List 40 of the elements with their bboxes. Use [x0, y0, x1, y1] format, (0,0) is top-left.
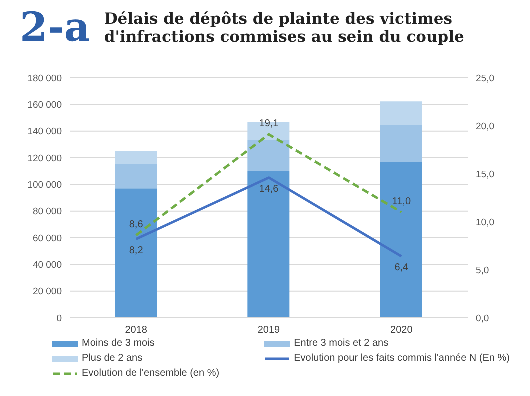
x-tick-label: 2018 [125, 325, 148, 336]
data-label: 14,6 [259, 184, 280, 195]
legend-label: Evolution pour les faits commis l'année N (En %) [294, 353, 510, 364]
y2-tick-label: 0,0 [476, 313, 490, 324]
y2-tick-label: 25,0 [476, 73, 494, 84]
data-label: 19,1 [259, 118, 280, 130]
y-tick-label: 40 000 [32, 260, 62, 272]
data-label: 11,0 [392, 196, 412, 208]
legend-label: Plus de 2 ans [82, 353, 143, 364]
data-label: 8,6 [129, 219, 144, 230]
legend-label: Evolution de l'ensemble (en %) [82, 368, 220, 379]
x-tick-label: 2019 [258, 325, 281, 336]
y-tick-label: 160 000 [28, 100, 62, 112]
y-tick-label: 120 000 [28, 153, 62, 164]
chart-title: Délais de dépôts de plainte des victimes d'infractions commises au sein du couple [104, 9, 466, 46]
bar [115, 164, 157, 189]
y2-tick-label: 15,0 [476, 169, 494, 180]
y-tick-label: 60 000 [32, 233, 62, 244]
bar [115, 188, 157, 318]
bar [380, 102, 422, 126]
y-tick-label: 140 000 [28, 126, 62, 138]
y-tick-label: 20 000 [32, 286, 62, 298]
y2-tick-label: 20,0 [476, 121, 494, 132]
legend-label: Moins de 3 mois [82, 338, 155, 349]
y-tick-label: 80 000 [32, 206, 62, 218]
y-tick-label: 0 [56, 313, 62, 324]
x-tick-label: 2020 [390, 325, 414, 336]
text: 2-a [20, 4, 90, 51]
bar [380, 125, 422, 162]
bar [248, 140, 290, 172]
y-tick-label: 180 000 [28, 73, 62, 84]
bar [380, 162, 422, 318]
bar [115, 151, 157, 164]
legend-label: Entre 3 mois et 2 ans [294, 338, 389, 349]
y-tick-label: 100 000 [28, 180, 62, 192]
data-label: 8,2 [129, 245, 144, 256]
bar [248, 171, 290, 318]
y2-tick-label: 10,0 [476, 217, 494, 228]
data-label: 6,4 [394, 262, 410, 274]
y2-tick-label: 5,0 [476, 265, 490, 276]
